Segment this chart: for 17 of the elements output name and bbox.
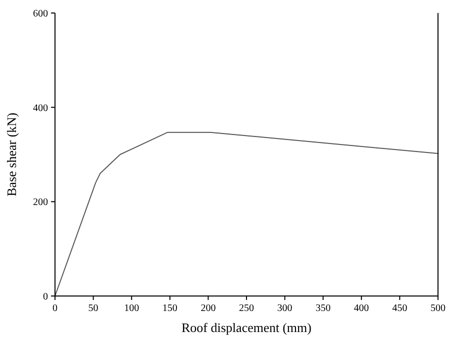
- x-tick-label: 50: [88, 303, 98, 314]
- x-tick-label: 300: [277, 303, 292, 314]
- x-tick-label: 250: [239, 303, 254, 314]
- x-tick-label: 350: [316, 303, 331, 314]
- y-tick-label: 200: [33, 197, 48, 208]
- y-tick-label: 600: [33, 8, 48, 20]
- y-tick-label: 0: [43, 292, 48, 302]
- x-tick-label: 450: [392, 303, 408, 314]
- y-tick-label: 400: [33, 102, 48, 114]
- y-axis-title: Base shear (kN): [4, 112, 19, 196]
- x-tick-label: 200: [200, 303, 216, 314]
- x-tick-label: 100: [124, 303, 140, 314]
- x-tick-label: 0: [52, 303, 58, 314]
- x-tick-label: 500: [430, 303, 446, 314]
- x-tick-label: 150: [162, 303, 178, 314]
- x-tick-label: 400: [354, 303, 369, 314]
- x-axis-title: Roof displacement (mm): [182, 320, 312, 335]
